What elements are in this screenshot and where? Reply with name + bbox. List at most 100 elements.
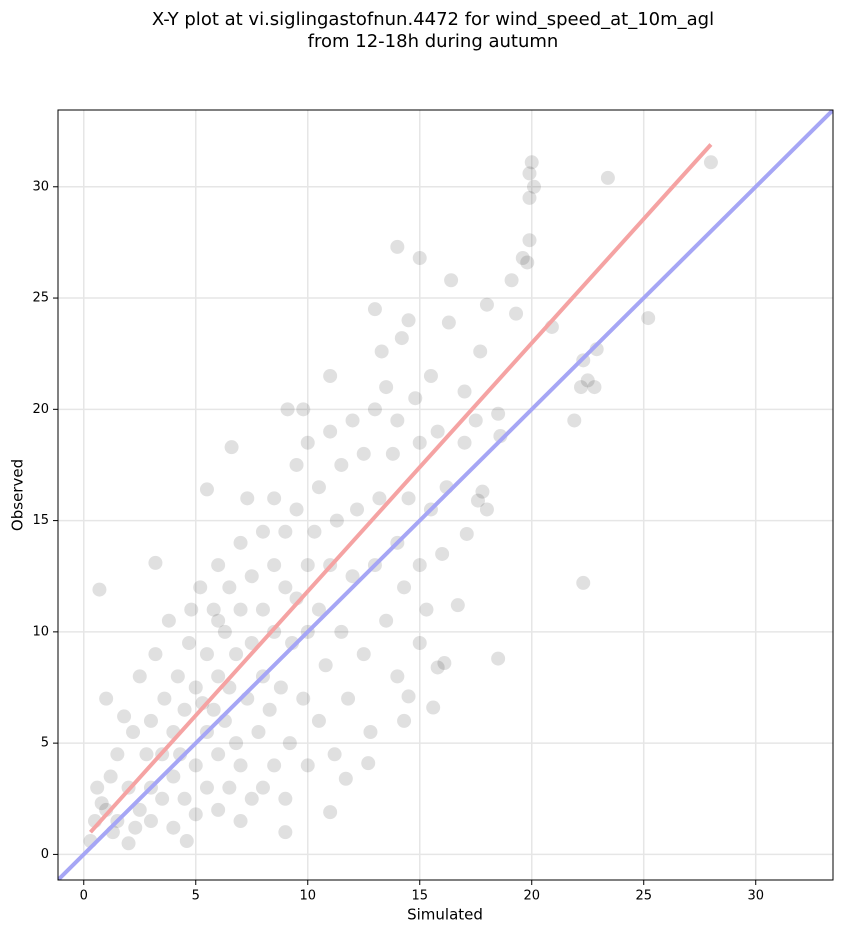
scatter-point <box>188 807 203 822</box>
scatter-point <box>509 306 524 321</box>
scatter-point <box>345 569 360 584</box>
scatter-point <box>356 446 371 461</box>
chart-subtitle: from 12-18h during autumn <box>308 31 559 52</box>
scatter-point <box>367 302 382 317</box>
scatter-point <box>323 424 338 439</box>
scatter-point <box>128 820 143 835</box>
scatter-point <box>217 624 232 639</box>
scatter-point <box>300 558 315 573</box>
scatter-point <box>184 602 199 617</box>
scatter-point <box>522 233 537 248</box>
scatter-point <box>311 602 326 617</box>
scatter-point <box>143 713 158 728</box>
scatter-point <box>296 402 311 417</box>
scatter-point <box>132 669 147 684</box>
scatter-point <box>311 713 326 728</box>
scatter-point <box>363 725 378 740</box>
scatter-point <box>361 756 376 771</box>
scatter-point <box>397 713 412 728</box>
scatter-point <box>300 435 315 450</box>
scatter-point <box>522 166 537 181</box>
scatter-point <box>576 575 591 590</box>
scatter-point <box>412 250 427 265</box>
grid <box>58 110 833 880</box>
x-tick-label: 30 <box>747 889 764 904</box>
reference-line <box>58 110 833 880</box>
scatter-point <box>390 413 405 428</box>
scatter-point <box>289 502 304 517</box>
scatter-point <box>139 747 154 762</box>
scatter-point <box>157 691 172 706</box>
scatter-point <box>338 771 353 786</box>
scatter-point <box>318 658 333 673</box>
scatter-point <box>206 602 221 617</box>
scatter-point <box>155 791 170 806</box>
scatter-point <box>251 725 266 740</box>
scatter-point <box>430 424 445 439</box>
scatter-point <box>110 747 125 762</box>
scatter-point <box>211 669 226 684</box>
scatter-point <box>450 598 465 613</box>
scatter-point <box>182 635 197 650</box>
scatter-point <box>479 297 494 312</box>
scatter-point <box>278 580 293 595</box>
scatter-point <box>468 413 483 428</box>
scatter-point <box>267 558 282 573</box>
scatter-point <box>211 613 226 628</box>
scatter-point <box>255 780 270 795</box>
scatter-point <box>441 315 456 330</box>
plot-area <box>58 110 833 880</box>
scatter-point <box>233 535 248 550</box>
scatter-point <box>457 435 472 450</box>
x-tick-label: 0 <box>80 889 88 904</box>
scatter-point <box>289 457 304 472</box>
scatter-point <box>132 802 147 817</box>
scatter-point <box>394 331 409 346</box>
x-tick-label: 25 <box>635 889 652 904</box>
x-tick-label: 15 <box>411 889 428 904</box>
scatter-point <box>233 758 248 773</box>
scatter-point <box>193 580 208 595</box>
reference-line <box>88 143 713 834</box>
scatter-point <box>188 680 203 695</box>
scatter-point <box>199 780 214 795</box>
scatter-point <box>211 747 226 762</box>
scatter-point <box>188 758 203 773</box>
y-tick-label: 5 <box>41 736 49 751</box>
scatter-point <box>641 311 656 326</box>
scatter-point <box>374 344 389 359</box>
chart-title: X-Y plot at vi.siglingastofnun.4472 for … <box>152 9 714 30</box>
y-tick-label: 10 <box>32 624 49 639</box>
scatter-point <box>444 273 459 288</box>
y-tick-label: 0 <box>41 847 49 862</box>
scatter-point <box>412 435 427 450</box>
scatter-point <box>211 802 226 817</box>
scatter-point <box>233 814 248 829</box>
y-tick-label: 25 <box>32 291 49 306</box>
scatter-point <box>435 546 450 561</box>
scatter-point <box>278 524 293 539</box>
scatter-point <box>92 582 107 597</box>
scatter-point <box>255 602 270 617</box>
scatter-point <box>412 635 427 650</box>
scatter-point <box>491 406 506 421</box>
scatter-point <box>179 834 194 849</box>
scatter-point <box>244 635 259 650</box>
scatter-point <box>267 758 282 773</box>
scatter-point <box>379 380 394 395</box>
scatter-point <box>206 702 221 717</box>
scatter-point <box>459 526 474 541</box>
scatter-point <box>199 482 214 497</box>
scatter-point <box>280 402 295 417</box>
scatter-point <box>522 190 537 205</box>
x-tick-label: 20 <box>523 889 540 904</box>
scatter-point <box>341 691 356 706</box>
scatter-point <box>211 558 226 573</box>
scatter-point <box>170 669 185 684</box>
x-tick-label: 10 <box>299 889 316 904</box>
scatter-point <box>296 691 311 706</box>
scatter-point <box>334 457 349 472</box>
scatter-point <box>367 402 382 417</box>
scatter-point <box>408 391 423 406</box>
